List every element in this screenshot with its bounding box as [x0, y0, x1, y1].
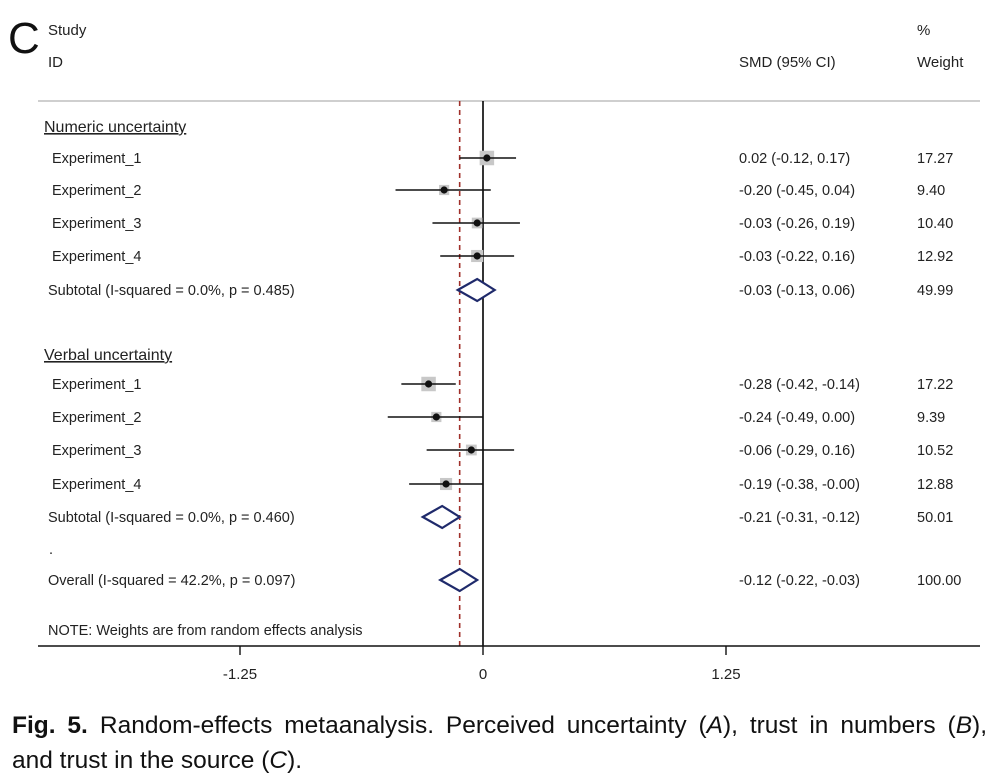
weight-text: 17.22	[917, 377, 953, 393]
x-axis-tick-label: 1.25	[711, 666, 740, 683]
header-study: Study	[48, 22, 87, 39]
subtotal-label: Subtotal (I-squared = 0.0%, p = 0.485)	[48, 283, 295, 299]
point-estimate	[473, 252, 481, 260]
header-smd: SMD (95% CI)	[739, 54, 836, 71]
note-text: NOTE: Weights are from random effects an…	[48, 623, 363, 639]
study-label: Experiment_3	[52, 443, 141, 459]
weight-text: 12.92	[917, 249, 953, 265]
study-label: Experiment_2	[52, 410, 141, 426]
figure-caption: Fig. 5. Random-effects metaanalysis. Perc…	[12, 712, 987, 774]
ci-text: -0.06 (-0.29, 0.16)	[739, 443, 855, 459]
study-label: Experiment_1	[52, 151, 141, 167]
point-estimate	[467, 446, 475, 454]
study-label: Experiment_4	[52, 249, 141, 265]
header-weight: Weight	[917, 54, 964, 71]
point-estimate	[483, 154, 491, 162]
overall-diamond	[437, 567, 480, 593]
weight-text: 17.27	[917, 151, 953, 167]
dot-marker: .	[49, 542, 53, 558]
point-estimate	[432, 413, 440, 421]
weight-text: 10.40	[917, 216, 953, 232]
subtotal-ci-text: -0.21 (-0.31, -0.12)	[739, 510, 860, 526]
weight-text: 12.88	[917, 477, 953, 493]
overall-label: Overall (I-squared = 42.2%, p = 0.097)	[48, 573, 295, 589]
weight-text: 10.52	[917, 443, 953, 459]
overall-ci-text: -0.12 (-0.22, -0.03)	[739, 573, 860, 589]
point-estimate	[424, 380, 433, 388]
overall-weight-text: 100.00	[917, 573, 961, 589]
ci-text: -0.24 (-0.49, 0.00)	[739, 410, 855, 426]
subtotal-diamond	[420, 504, 462, 530]
subtotal-ci-text: -0.03 (-0.13, 0.06)	[739, 283, 855, 299]
group-heading: Numeric uncertainty	[44, 119, 186, 136]
weight-text: 9.39	[917, 410, 945, 426]
point-estimate	[440, 186, 448, 194]
forest-plot: C Study ID SMD (95% CI)% Weight Numeric uncer…	[8, 14, 980, 683]
weight-text: 9.40	[917, 183, 945, 199]
x-axis-tick-label: -1.25	[223, 666, 257, 683]
x-axis-tick-label: 0	[479, 666, 487, 683]
point-estimate	[442, 480, 450, 488]
panel-label: C	[8, 14, 40, 63]
ci-text: -0.03 (-0.26, 0.19)	[739, 216, 855, 232]
ci-text: -0.03 (-0.22, 0.16)	[739, 249, 855, 265]
study-label: Experiment_1	[52, 377, 141, 393]
study-label: Experiment_4	[52, 477, 141, 493]
study-label: Experiment_2	[52, 183, 141, 199]
header-percent: %	[917, 22, 930, 39]
subtotal-weight-text: 50.01	[917, 510, 953, 526]
study-label: Experiment_3	[52, 216, 141, 232]
ci-text: -0.28 (-0.42, -0.14)	[739, 377, 860, 393]
ci-text: -0.19 (-0.38, -0.00)	[739, 477, 860, 493]
ci-text: -0.20 (-0.45, 0.04)	[739, 183, 855, 199]
caption-fig-label: Fig. 5.	[12, 712, 88, 739]
group-heading: Verbal uncertainty	[44, 347, 172, 364]
point-estimate	[473, 219, 481, 227]
ci-text: 0.02 (-0.12, 0.17)	[739, 151, 850, 167]
subtotal-diamond	[455, 277, 497, 303]
subtotal-weight-text: 49.99	[917, 283, 953, 299]
subtotal-label: Subtotal (I-squared = 0.0%, p = 0.460)	[48, 510, 295, 526]
header-id: ID	[48, 54, 63, 71]
